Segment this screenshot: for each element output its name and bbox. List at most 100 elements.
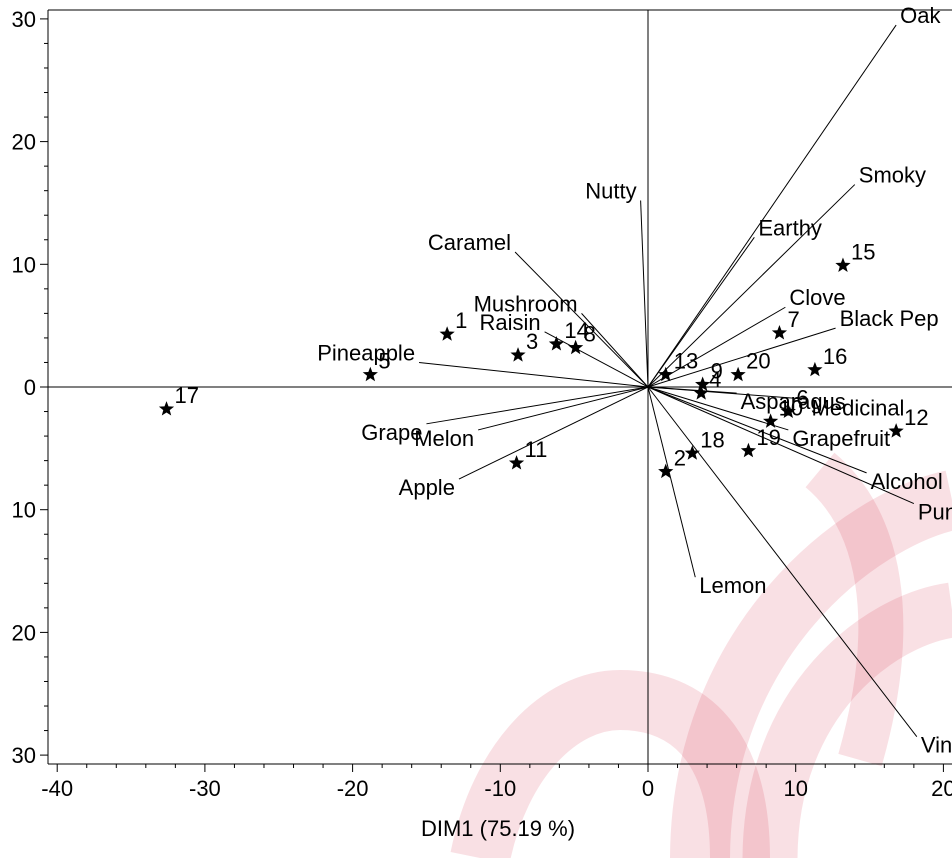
axes: -40 -30 -20 -10 0 10 20 30 20 10 0 10 20 30 [12, 7, 952, 801]
attribute-vector [419, 361, 649, 388]
attribute-vector [581, 313, 649, 388]
attribute-label: Lemon [699, 573, 766, 598]
y-tick-label: 10 [12, 498, 36, 523]
observation-label: 16 [823, 344, 847, 369]
observation-star [508, 455, 525, 470]
observation-label: 1 [455, 308, 467, 333]
observation-star [693, 385, 709, 400]
attribute-label: Pungent [918, 500, 952, 525]
observation-label: 3 [526, 329, 538, 354]
y-tick-label: 10 [12, 252, 36, 277]
observation-label: 2 [674, 446, 686, 471]
watermark-swirl [450, 452, 952, 858]
observation-label: 18 [700, 427, 724, 452]
attribute-vector [544, 331, 649, 388]
attribute-label: Clove [789, 285, 845, 310]
attribute-label: Black Pep [840, 306, 939, 331]
x-tick-label: -20 [337, 776, 369, 801]
attribute-vector [426, 386, 649, 425]
attribute-vector [647, 237, 755, 388]
y-tick-label: 0 [24, 375, 36, 400]
attribute-label: Vinegar [921, 733, 952, 758]
attribute-label: Raisin [479, 310, 540, 335]
attribute-vector [647, 24, 897, 388]
observation-star [658, 463, 674, 479]
observation-label: 20 [746, 349, 770, 374]
attribute-vector [647, 386, 789, 431]
y-tick-label: 30 [12, 7, 36, 32]
attribute-vector [458, 386, 649, 480]
y-tick-label: 30 [12, 743, 36, 768]
observation-star [158, 401, 175, 416]
attribute-vector [514, 251, 649, 388]
x-tick-label: 0 [642, 776, 654, 801]
watermark-arc-middle [742, 582, 952, 858]
observation-label: 9 [711, 359, 723, 384]
watermark-arc-bottom [805, 452, 904, 767]
attribute-label: Apple [399, 475, 455, 500]
x-tick-label: -30 [189, 776, 221, 801]
x-axis-title: DIM1 (75.19 %) [421, 816, 575, 841]
observation-star [762, 413, 779, 428]
observation-label: 17 [174, 383, 198, 408]
observation-label: 10 [779, 395, 803, 420]
axis-titles: DIM1 (75.19 %) [421, 816, 575, 841]
attribute-vector [647, 386, 918, 737]
observation-star [740, 442, 757, 458]
observation-star [684, 445, 700, 460]
observation-label: 8 [584, 322, 596, 347]
observation-star [807, 361, 823, 377]
watermark-arc-inner [450, 669, 770, 858]
x-tick-label: -40 [41, 776, 73, 801]
observation-star [362, 366, 378, 382]
attribute-vector [640, 200, 649, 388]
attribute-label: Nutty [585, 178, 636, 203]
observation-label: 4 [709, 367, 721, 392]
observation-star [568, 339, 584, 355]
attribute-label: Caramel [428, 230, 511, 255]
observation-label: 13 [674, 349, 698, 374]
observation-star [730, 366, 746, 382]
attribute-vector [647, 386, 696, 578]
observation-label: 19 [756, 425, 780, 450]
attribute-label: Oak [900, 3, 941, 28]
observation-star [658, 366, 674, 382]
observation-label: 5 [378, 349, 390, 374]
attribute-vector [647, 386, 867, 474]
observation-star [548, 336, 565, 351]
observation-star [771, 325, 788, 340]
observation-star [510, 347, 526, 362]
attribute-label: Alcohol [871, 469, 943, 494]
observation-label: 12 [904, 405, 928, 430]
attribute-label: Medicinal [812, 395, 905, 420]
attribute-vector [647, 327, 836, 388]
observation-label: 11 [525, 437, 548, 462]
observation-label: 14 [564, 318, 588, 343]
x-tick-label: 10 [783, 776, 807, 801]
attribute-label: Melon [414, 426, 474, 451]
attribute-vector [647, 386, 808, 400]
observation-label: 7 [787, 307, 799, 332]
attribute-label: Mushroom [474, 291, 578, 316]
observation-star [439, 326, 455, 341]
observation-star [888, 423, 904, 438]
y-tick-label: 20 [12, 620, 36, 645]
y-tick-label: 20 [12, 130, 36, 155]
attribute-label: Pineapple [317, 340, 415, 365]
attribute-label: Grapefruit [792, 426, 890, 451]
attribute-label: Grape [361, 420, 422, 445]
attribute-label: Earthy [758, 215, 822, 240]
attribute-label: Smoky [859, 163, 926, 188]
attribute-vector [478, 386, 649, 431]
x-tick-label: 20 [931, 776, 952, 801]
observation-label: 15 [851, 240, 875, 265]
x-tick-label: -10 [484, 776, 516, 801]
watermark-arc-outer [670, 470, 952, 858]
observation-star [695, 376, 711, 392]
attribute-vector [647, 184, 856, 388]
observation-star [835, 257, 851, 272]
observation-star [780, 403, 796, 419]
